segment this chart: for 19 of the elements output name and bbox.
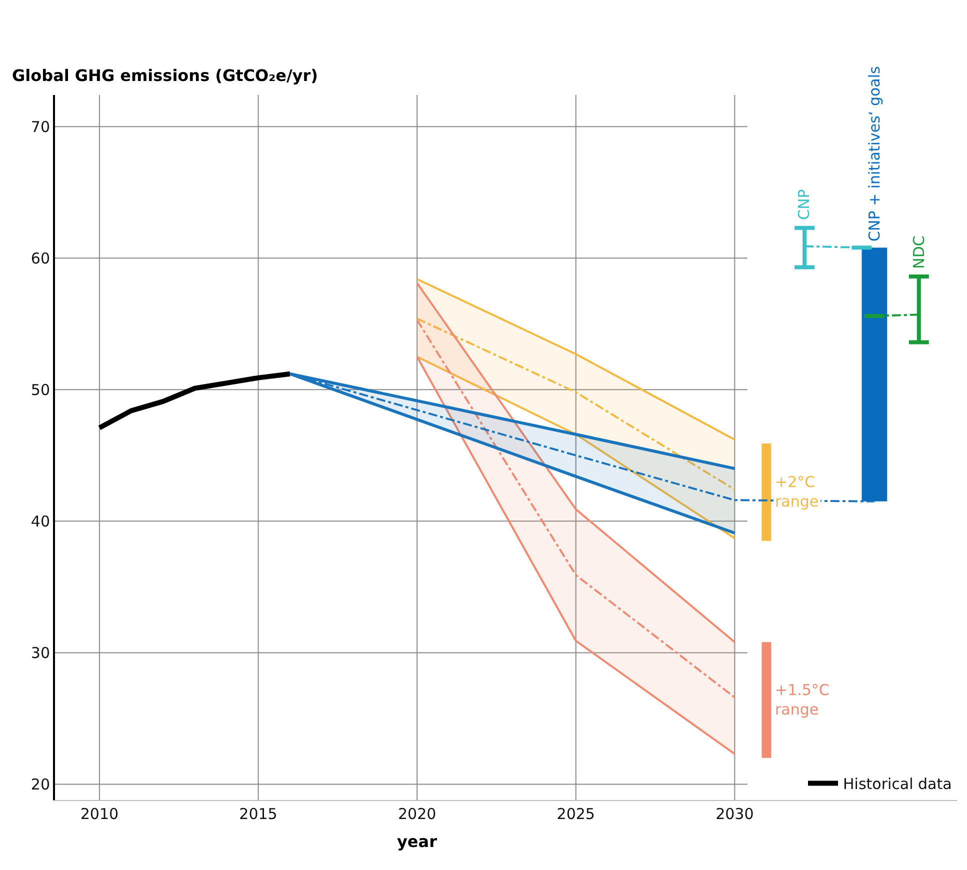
y-tick-label: 40 bbox=[30, 512, 50, 530]
y-tick-label: 30 bbox=[30, 644, 50, 662]
x-tick-label: 2020 bbox=[398, 805, 436, 823]
x-tick-label: 2010 bbox=[80, 805, 119, 823]
y-tick-label: 50 bbox=[30, 380, 50, 399]
text: CNP bbox=[795, 189, 814, 220]
series-label: +1.5°C range bbox=[775, 681, 830, 718]
text: CNP + initiatives‘ goals bbox=[865, 66, 884, 242]
text: NDC bbox=[910, 236, 928, 269]
y-tick-label: 20 bbox=[30, 775, 50, 794]
y-tick-label: 60 bbox=[30, 249, 50, 268]
legend-label: Historical data bbox=[843, 775, 952, 794]
x-tick-label: 2030 bbox=[716, 805, 754, 823]
x-axis-title: year bbox=[397, 832, 438, 851]
series-label: +2°C range bbox=[775, 473, 819, 510]
x-tick-label: 2015 bbox=[239, 805, 278, 823]
y-axis-title: Global GHG emissions (GtCO₂e/yr) bbox=[12, 66, 318, 85]
x-tick-label: 2025 bbox=[556, 805, 595, 823]
y-tick-label: 70 bbox=[30, 118, 50, 136]
